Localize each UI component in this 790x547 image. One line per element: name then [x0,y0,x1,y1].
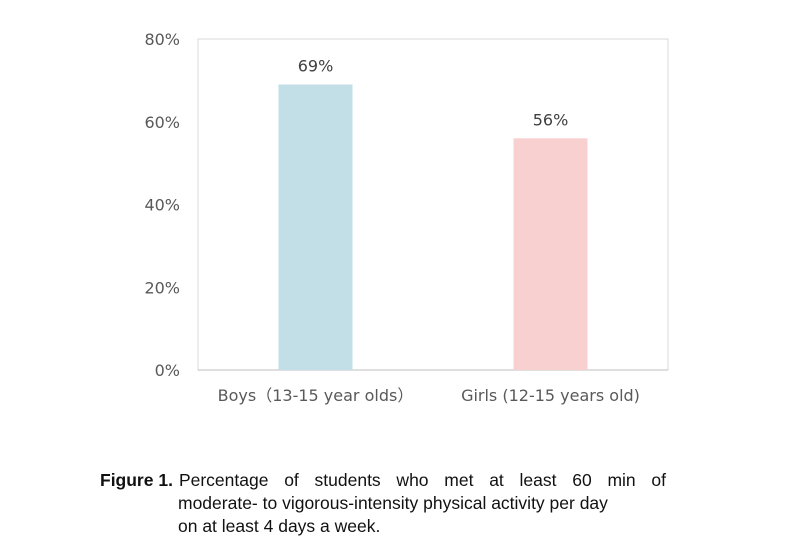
caption-line-2: moderate- to vigorous-intensity physical… [178,493,608,513]
y-tick-label: 80% [144,30,180,49]
category-labels: Boys（13-15 year olds） Girls (12-15 years … [218,386,640,405]
y-tick-label: 60% [144,113,180,132]
bar-1 [278,84,353,370]
figure-caption: Figure 1. Percentage of students who met… [100,469,666,538]
plot-area-frame [197,38,669,371]
category-label-2: Girls (12-15 years old) [461,386,640,405]
bar-2 [513,138,588,370]
category-label-1: Boys（13-15 year olds） [218,386,414,405]
figure-label: Figure 1. [100,470,173,490]
data-label-1: 69% [298,57,334,76]
bar-chart: 0% 20% 40% 60% 80% 69% 56% Boys（13-15 year ol… [144,30,669,405]
caption-line-3: on at least 4 days a week. [178,516,381,536]
caption-line-1: Percentage of students who met at least … [178,470,666,490]
bars [278,84,588,370]
y-tick-label: 20% [144,278,180,297]
data-labels: 69% 56% [298,57,569,130]
y-tick-label: 40% [144,196,180,215]
data-label-2: 56% [533,110,569,129]
y-axis-ticks: 0% 20% 40% 60% 80% [144,30,180,380]
y-tick-label: 0% [155,361,180,380]
